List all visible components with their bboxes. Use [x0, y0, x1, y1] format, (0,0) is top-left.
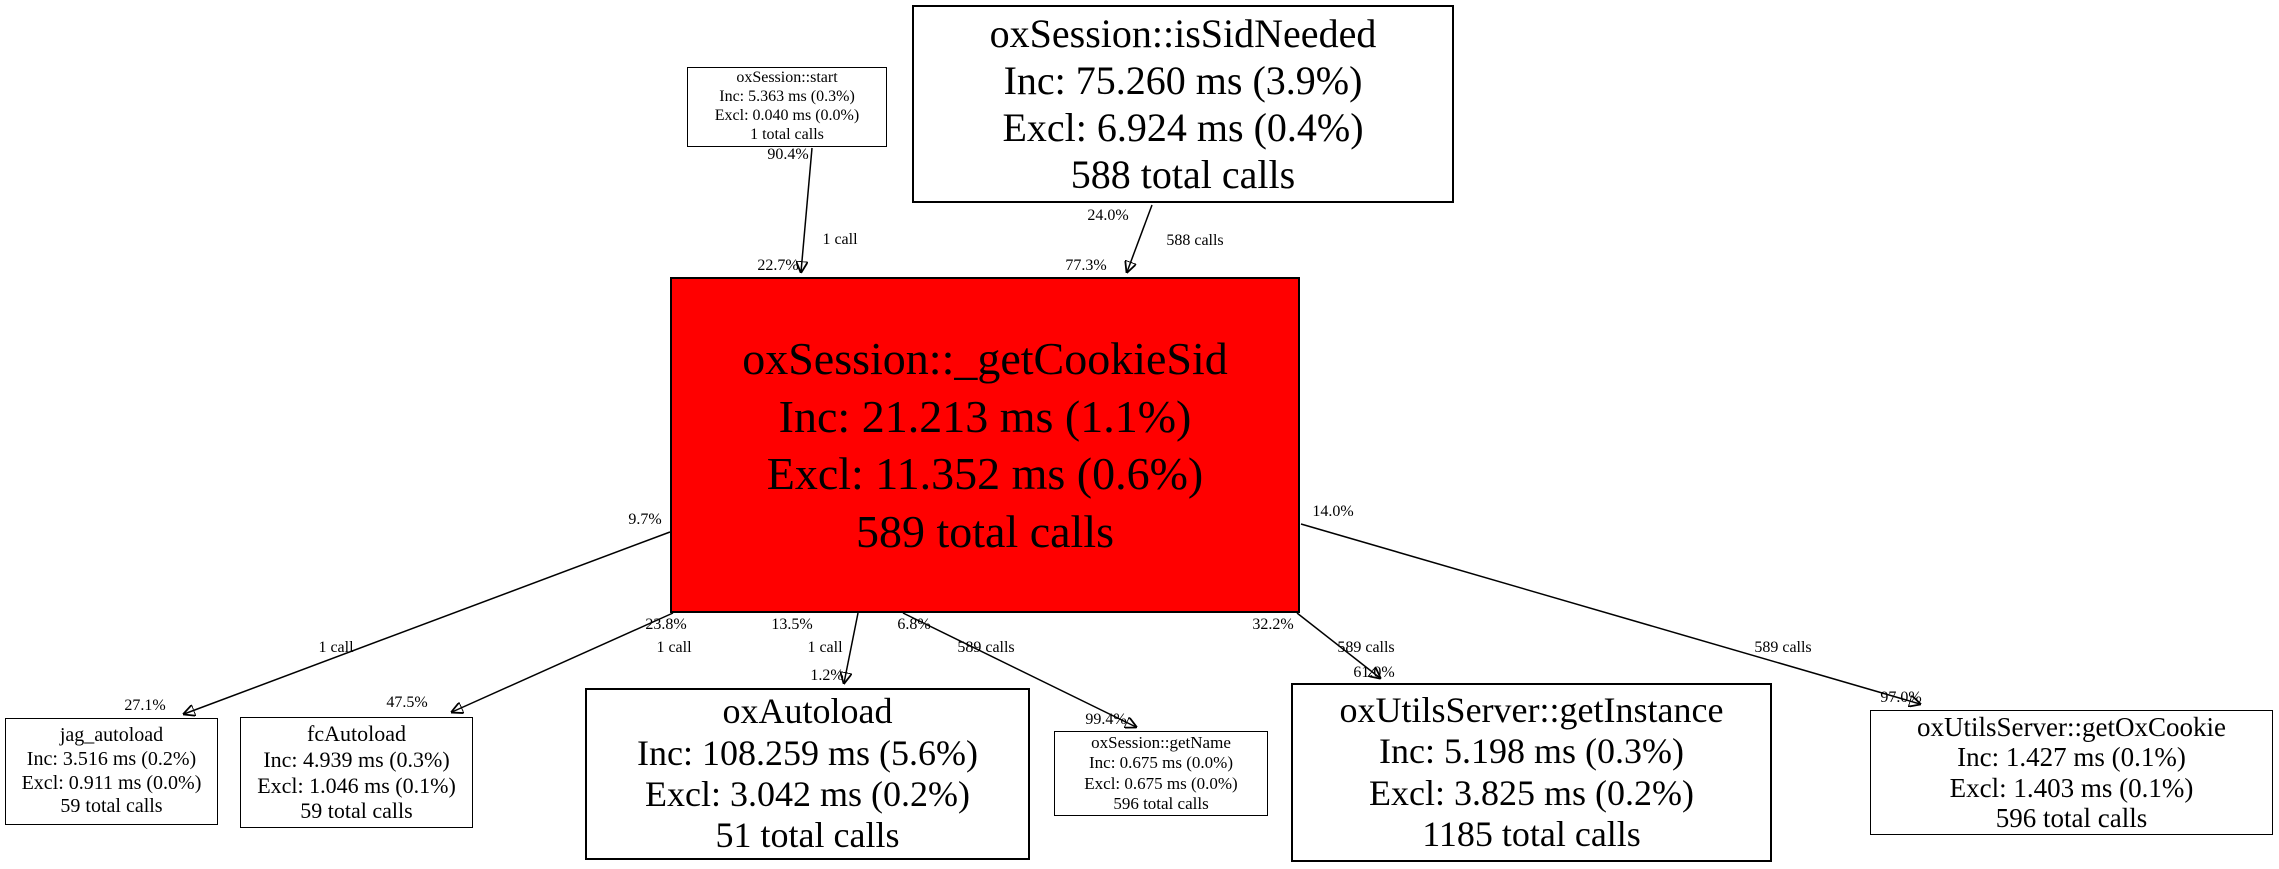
node-total-calls: 1 total calls — [750, 125, 824, 143]
node-inclusive-time: Inc: 4.939 ms (0.3%) — [263, 746, 450, 772]
edge-call-count: 1 call — [318, 639, 354, 656]
edge-issidneeded-to-getcookiesid — [1127, 204, 1153, 272]
node-total-calls: 59 total calls — [300, 798, 413, 824]
node-inclusive-time: Inc: 3.516 ms (0.2%) — [26, 747, 197, 770]
node-inclusive-time: Inc: 21.213 ms (1.1%) — [778, 390, 1192, 442]
edge-tail-percent: 13.5% — [771, 616, 813, 633]
node-title: oxSession::start — [736, 69, 838, 87]
edge-tail-percent: 90.4% — [767, 146, 809, 163]
node-exclusive-time: Excl: 3.825 ms (0.2%) — [1369, 772, 1694, 813]
node-oxsession-getcookiesid[interactable]: oxSession::_getCookieSid Inc: 21.213 ms … — [670, 277, 1300, 613]
node-total-calls: 588 total calls — [1070, 152, 1296, 198]
node-exclusive-time: Excl: 1.403 ms (0.1%) — [1949, 772, 2194, 803]
edge-tail-percent: 32.2% — [1252, 616, 1294, 633]
node-inclusive-time: Inc: 108.259 ms (5.6%) — [637, 732, 978, 773]
node-title: oxAutoload — [722, 691, 893, 732]
edge-head-percent: 47.5% — [386, 694, 428, 711]
edge-start-to-getcookiesid — [801, 147, 813, 272]
edge-getcookiesid-to-fcautoload — [452, 612, 674, 712]
edge-getcookiesid-to-jagautoload — [184, 531, 671, 714]
node-exclusive-time: Excl: 0.911 ms (0.0%) — [21, 771, 202, 794]
edge-call-count: 588 calls — [1166, 232, 1224, 249]
edge-getcookiesid-to-getname — [902, 612, 1136, 727]
node-exclusive-time: Excl: 3.042 ms (0.2%) — [645, 774, 970, 814]
node-oxsession-getname[interactable]: oxSession::getName Inc: 0.675 ms (0.0%) … — [1054, 731, 1268, 816]
edge-tail-percent: 9.7% — [628, 511, 662, 528]
edge-getcookiesid-to-getoxcookie — [1300, 523, 1920, 704]
edge-head-percent: 77.3% — [1065, 257, 1107, 274]
edge-head-percent: 61.0% — [1353, 664, 1395, 681]
node-exclusive-time: Excl: 1.046 ms (0.1%) — [257, 772, 456, 798]
node-total-calls: 596 total calls — [1113, 793, 1209, 813]
edge-tail-percent: 24.0% — [1087, 207, 1129, 224]
node-title: oxSession::isSidNeeded — [989, 10, 1377, 56]
edge-call-count: 1 call — [822, 231, 858, 248]
edge-call-count: 589 calls — [1754, 639, 1812, 656]
node-oxsession-start[interactable]: oxSession::start Inc: 5.363 ms (0.3%) Ex… — [687, 67, 887, 147]
edge-tail-percent: 23.8% — [645, 616, 687, 633]
edge-getcookiesid-to-oxautoload — [844, 612, 859, 683]
node-exclusive-time: Excl: 0.040 ms (0.0%) — [714, 107, 860, 124]
node-inclusive-time: Inc: 1.427 ms (0.1%) — [1957, 742, 2186, 773]
node-title: oxUtilsServer::getInstance — [1339, 689, 1724, 730]
node-total-calls: 1185 total calls — [1422, 813, 1641, 854]
node-total-calls: 59 total calls — [60, 795, 163, 818]
node-title: oxUtilsServer::getOxCookie — [1917, 712, 2226, 743]
node-total-calls: 596 total calls — [1995, 802, 2148, 833]
node-total-calls: 51 total calls — [715, 815, 900, 856]
edge-head-percent: 99.4% — [1085, 711, 1127, 728]
node-fcautoload[interactable]: fcAutoload Inc: 4.939 ms (0.3%) Excl: 1.… — [240, 717, 473, 828]
node-inclusive-time: Inc: 0.675 ms (0.0%) — [1088, 753, 1233, 773]
node-oxsession-issidneeded[interactable]: oxSession::isSidNeeded Inc: 75.260 ms (3… — [912, 5, 1454, 203]
node-title: oxSession::getName — [1091, 733, 1231, 753]
edge-head-percent: 22.7% — [757, 257, 799, 274]
edge-head-percent: 27.1% — [124, 697, 166, 714]
node-exclusive-time: Excl: 0.675 ms (0.0%) — [1084, 773, 1238, 793]
node-exclusive-time: Excl: 11.352 ms (0.6%) — [766, 448, 1204, 499]
edge-tail-percent: 14.0% — [1312, 503, 1354, 520]
node-oxutilsserver-getoxcookie[interactable]: oxUtilsServer::getOxCookie Inc: 1.427 ms… — [1870, 710, 2273, 835]
edge-call-count: 589 calls — [1337, 639, 1395, 656]
edge-head-percent: 1.2% — [810, 667, 844, 684]
edge-getcookiesid-to-getinstance — [1296, 612, 1380, 678]
edge-call-count: 589 calls — [957, 639, 1015, 656]
node-total-calls: 589 total calls — [855, 505, 1115, 557]
edge-call-count: 1 call — [807, 639, 843, 656]
edge-call-count: 1 call — [656, 639, 692, 656]
node-inclusive-time: Inc: 5.198 ms (0.3%) — [1379, 731, 1684, 772]
node-title: jag_autoload — [59, 724, 164, 747]
edge-head-percent: 97.0% — [1880, 689, 1922, 706]
node-oxautoload[interactable]: oxAutoload Inc: 108.259 ms (5.6%) Excl: … — [585, 688, 1030, 860]
node-title: oxSession::_getCookieSid — [742, 333, 1228, 384]
node-oxutilsserver-getinstance[interactable]: oxUtilsServer::getInstance Inc: 5.198 ms… — [1291, 683, 1772, 862]
node-jag-autoload[interactable]: jag_autoload Inc: 3.516 ms (0.2%) Excl: … — [5, 718, 218, 825]
node-inclusive-time: Inc: 75.260 ms (3.9%) — [1003, 57, 1363, 103]
edge-tail-percent: 6.8% — [897, 616, 931, 633]
node-exclusive-time: Excl: 6.924 ms (0.4%) — [1002, 105, 1364, 150]
node-title: fcAutoload — [307, 720, 406, 746]
node-inclusive-time: Inc: 5.363 ms (0.3%) — [719, 88, 855, 106]
